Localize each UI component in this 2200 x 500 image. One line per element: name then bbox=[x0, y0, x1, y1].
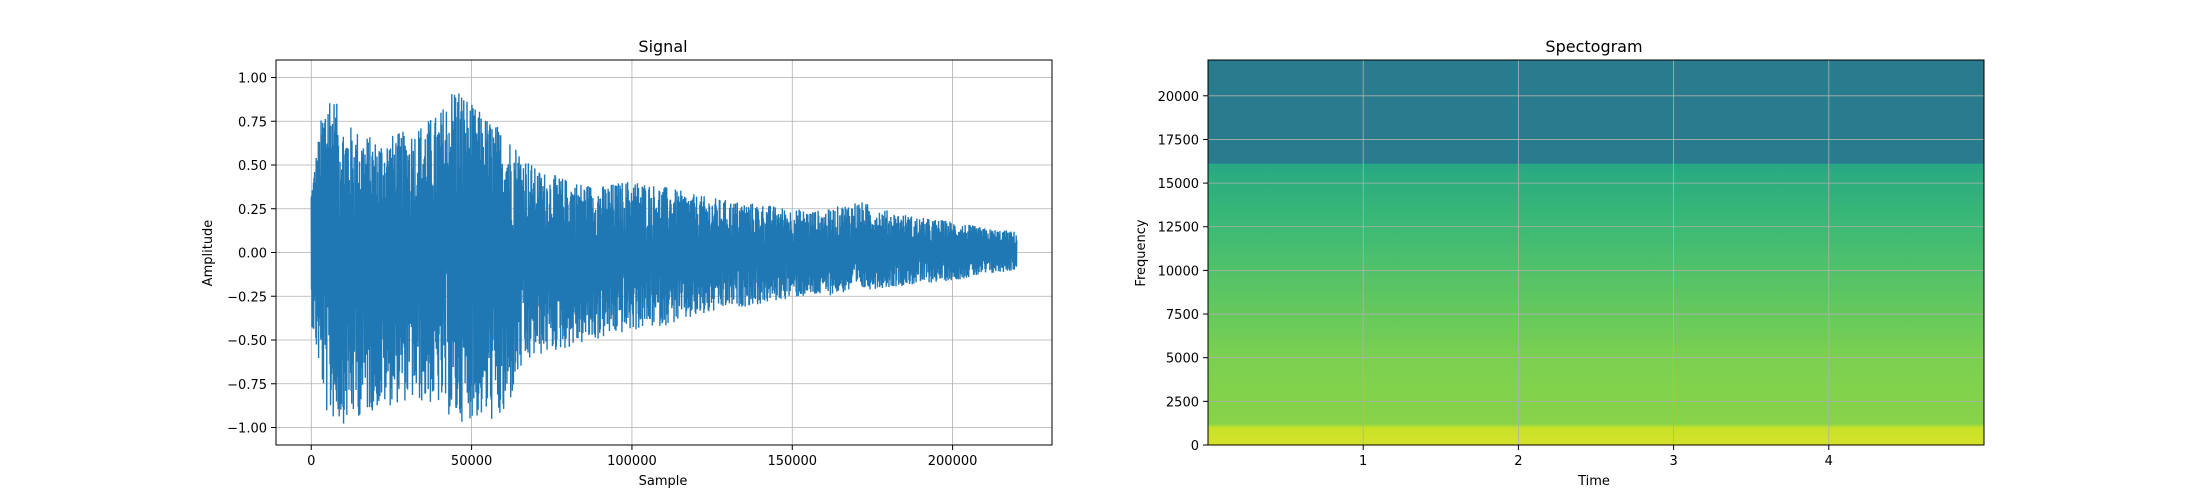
spectrogram-y-label: Frequency bbox=[1134, 219, 1149, 286]
signal-chart: Signal 0 50000 100000 150000 200000 −1.00 −0.… bbox=[201, 37, 1053, 489]
signal-waveform-line bbox=[310, 93, 1018, 424]
signal-y-tick-label: −1.00 bbox=[227, 422, 267, 437]
spectrogram-y-tick-label: 2500 bbox=[1166, 395, 1199, 410]
signal-y-tick-label: −0.25 bbox=[227, 290, 267, 305]
signal-y-tick-label: 1.00 bbox=[238, 72, 267, 87]
signal-y-tick-label: 0.00 bbox=[238, 247, 267, 262]
spectrogram-y-tick-label: 20000 bbox=[1158, 90, 1199, 105]
signal-x-tick-label: 200000 bbox=[928, 454, 978, 469]
signal-x-tick-label: 0 bbox=[307, 454, 315, 469]
signal-y-tick-label: −0.75 bbox=[227, 378, 267, 393]
signal-y-tick-label: 0.75 bbox=[238, 115, 267, 130]
spectrogram-y-tick-label: 17500 bbox=[1158, 133, 1199, 148]
spectrogram-x-tick-label: 2 bbox=[1514, 454, 1522, 469]
spectrogram-x-tick-label: 1 bbox=[1359, 454, 1367, 469]
signal-title: Signal bbox=[638, 37, 687, 56]
spectrogram-x-tick-label: 3 bbox=[1669, 454, 1677, 469]
spectrogram-x-label: Time bbox=[1577, 474, 1610, 489]
signal-x-ticks: 0 50000 100000 150000 200000 bbox=[307, 445, 977, 469]
signal-x-tick-label: 50000 bbox=[451, 454, 492, 469]
spectrogram-y-tick-label: 0 bbox=[1191, 439, 1199, 454]
signal-y-tick-label: 0.25 bbox=[238, 203, 267, 218]
signal-y-tick-label: −0.50 bbox=[227, 334, 267, 349]
spectrogram-y-tick-label: 5000 bbox=[1166, 352, 1199, 367]
spectrogram-y-tick-label: 15000 bbox=[1158, 177, 1199, 192]
signal-x-label: Sample bbox=[639, 474, 688, 489]
signal-y-ticks: −1.00 −0.75 −0.50 −0.25 0.00 0.25 0.50 0.75 1.00 bbox=[227, 72, 276, 437]
spectrogram-y-tick-label: 7500 bbox=[1166, 308, 1199, 323]
signal-plot bbox=[310, 93, 1018, 424]
spectrogram-y-tick-label: 12500 bbox=[1158, 221, 1199, 236]
spectrogram-axes-frame bbox=[1207, 59, 1985, 446]
spectrogram-image bbox=[1208, 60, 1984, 445]
spectrogram-x-tick-label: 4 bbox=[1825, 454, 1833, 469]
signal-x-tick-label: 150000 bbox=[767, 454, 817, 469]
spectrogram-grid bbox=[1208, 60, 1984, 445]
signal-x-tick-label: 100000 bbox=[607, 454, 657, 469]
signal-y-tick-label: 0.50 bbox=[238, 159, 267, 174]
spectrogram-chart: Spectogram 1 2 3 4 0 2500 5000 7500 10000 12500 1… bbox=[1134, 37, 1985, 489]
spectrogram-y-ticks: 0 2500 5000 7500 10000 12500 15000 17500 20000 bbox=[1158, 90, 1208, 454]
spectrogram-title: Spectogram bbox=[1545, 37, 1642, 56]
signal-y-label: Amplitude bbox=[201, 220, 216, 287]
spectrogram-y-tick-label: 10000 bbox=[1158, 264, 1199, 279]
spectrogram-x-ticks: 1 2 3 4 bbox=[1359, 445, 1833, 469]
